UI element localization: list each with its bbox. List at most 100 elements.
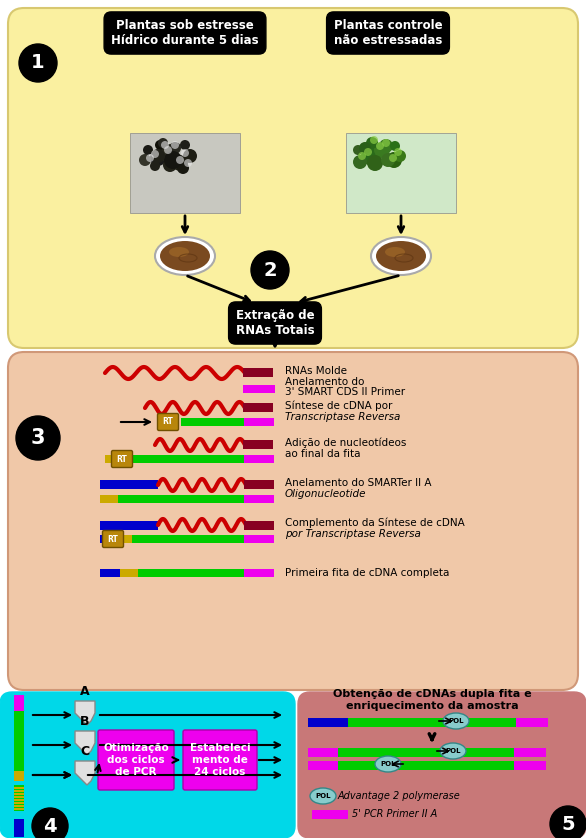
FancyBboxPatch shape [8, 352, 578, 690]
Bar [243, 404, 273, 412]
Bar [120, 569, 138, 577]
Circle shape [164, 151, 182, 169]
Circle shape [150, 161, 160, 171]
FancyBboxPatch shape [158, 413, 179, 431]
Ellipse shape [375, 756, 401, 772]
Circle shape [358, 152, 366, 160]
Text: Advantage 2 polymerase: Advantage 2 polymerase [338, 791, 461, 801]
Circle shape [163, 158, 177, 172]
Text: 5' PCR Primer II A: 5' PCR Primer II A [352, 809, 437, 819]
Bar [244, 569, 274, 577]
Bar [14, 787, 24, 789]
Circle shape [394, 148, 402, 156]
Bar [243, 385, 275, 393]
Bar [244, 520, 274, 530]
Circle shape [158, 138, 168, 148]
Circle shape [177, 162, 189, 174]
Text: Complemento da Síntese de cDNA: Complemento da Síntese de cDNA [285, 518, 465, 528]
Text: Otimização
dos ciclos
de PCR: Otimização dos ciclos de PCR [103, 743, 169, 777]
Circle shape [390, 141, 400, 151]
Ellipse shape [371, 237, 431, 275]
Text: POL: POL [445, 748, 461, 754]
Polygon shape [75, 731, 95, 755]
Bar [348, 717, 518, 727]
Circle shape [389, 154, 397, 162]
Text: RT: RT [162, 417, 173, 427]
Circle shape [376, 142, 384, 150]
Ellipse shape [160, 241, 210, 271]
Circle shape [184, 159, 192, 167]
Text: A: A [80, 685, 90, 698]
FancyBboxPatch shape [183, 730, 257, 790]
Circle shape [164, 146, 172, 154]
Text: Síntese de cDNA por: Síntese de cDNA por [285, 401, 393, 411]
Circle shape [171, 141, 179, 149]
Circle shape [159, 144, 177, 162]
Bar [138, 569, 246, 577]
Circle shape [151, 149, 165, 163]
Bar [346, 133, 456, 213]
Bar [244, 480, 274, 489]
Circle shape [550, 806, 586, 838]
FancyBboxPatch shape [298, 692, 586, 838]
Bar [312, 810, 348, 819]
Text: POL: POL [380, 761, 396, 767]
Circle shape [370, 136, 378, 144]
Polygon shape [75, 701, 95, 725]
Circle shape [251, 251, 289, 289]
Circle shape [361, 147, 379, 165]
Text: RT: RT [117, 454, 127, 463]
FancyBboxPatch shape [111, 451, 132, 468]
Text: Obtenção de cDNAs dupla fita e
enriquecimento da amostra: Obtenção de cDNAs dupla fita e enriqueci… [333, 689, 532, 711]
Ellipse shape [310, 788, 336, 804]
Bar [123, 455, 246, 463]
FancyBboxPatch shape [0, 692, 295, 838]
Circle shape [155, 140, 165, 150]
Bar [100, 480, 158, 489]
Circle shape [381, 153, 395, 167]
Text: RNAs Molde: RNAs Molde [285, 366, 347, 376]
Bar [243, 369, 273, 377]
Circle shape [379, 139, 393, 153]
Bar [130, 133, 240, 213]
Bar [14, 695, 24, 725]
Circle shape [353, 155, 367, 169]
Bar [244, 535, 274, 543]
Bar [516, 717, 548, 727]
Text: Extração de
RNAs Totais: Extração de RNAs Totais [236, 309, 314, 337]
Text: Plantas sob estresse
Hídrico durante 5 dias: Plantas sob estresse Hídrico durante 5 d… [111, 19, 259, 47]
Bar [100, 569, 120, 577]
Circle shape [172, 155, 188, 171]
Text: RT: RT [108, 535, 118, 544]
Text: por Transcriptase Reversa: por Transcriptase Reversa [285, 529, 421, 539]
Bar [308, 717, 348, 727]
FancyBboxPatch shape [103, 530, 124, 547]
Circle shape [169, 142, 181, 154]
Circle shape [367, 155, 383, 171]
Circle shape [16, 416, 60, 460]
Text: Estabeleci
mento de
24 ciclos: Estabeleci mento de 24 ciclos [190, 743, 250, 777]
Text: 3: 3 [30, 428, 45, 448]
Text: Adição de nucleotídeos: Adição de nucleotídeos [285, 437, 406, 448]
FancyBboxPatch shape [8, 8, 578, 348]
Polygon shape [75, 761, 95, 785]
Bar [100, 495, 118, 503]
Bar [100, 535, 114, 543]
Circle shape [374, 142, 390, 158]
Circle shape [364, 148, 372, 156]
Bar [14, 796, 24, 798]
Ellipse shape [440, 743, 466, 759]
Circle shape [386, 152, 402, 168]
Bar [14, 790, 24, 792]
Circle shape [32, 808, 68, 838]
Ellipse shape [169, 247, 189, 257]
Ellipse shape [443, 713, 469, 729]
Bar [244, 455, 274, 463]
Circle shape [382, 139, 390, 147]
Text: Plantas controle
não estressadas: Plantas controle não estressadas [333, 19, 442, 47]
Bar [514, 761, 546, 769]
Bar [14, 805, 24, 807]
Ellipse shape [385, 247, 405, 257]
Text: Primeira fita de cDNA completa: Primeira fita de cDNA completa [285, 568, 449, 578]
Text: B: B [80, 715, 90, 728]
